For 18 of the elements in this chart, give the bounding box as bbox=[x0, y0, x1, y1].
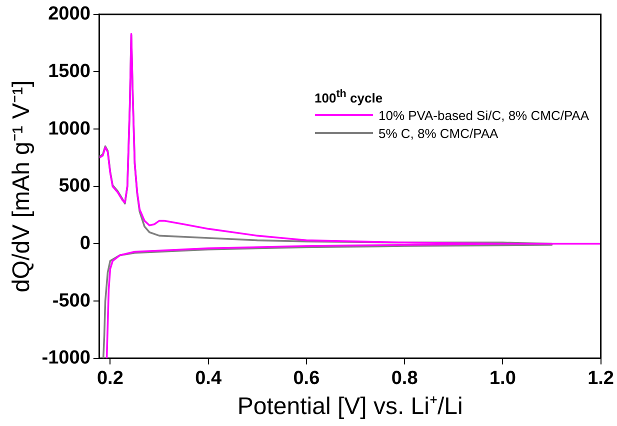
legend-label: 5% C, 8% CMC/PAA bbox=[378, 126, 498, 141]
y-tick-label: 500 bbox=[58, 176, 90, 197]
y-tick-label: -1000 bbox=[42, 348, 90, 369]
legend-label: 10% PVA-based Si/C, 8% CMC/PAA bbox=[378, 108, 589, 123]
y-tick-label: 1500 bbox=[48, 60, 90, 82]
x-tick-label: 1.2 bbox=[588, 368, 614, 390]
x-tick-label: 0.8 bbox=[391, 368, 418, 390]
x-axis-title: Potential [V] vs. Li⁺/Li bbox=[237, 393, 463, 420]
x-tick-label: 0.4 bbox=[195, 368, 222, 390]
y-tick-label: 0 bbox=[80, 232, 90, 254]
y-tick-label: 1000 bbox=[48, 118, 90, 140]
x-tick-label: 0.2 bbox=[96, 368, 124, 390]
y-tick-label: 2000 bbox=[48, 4, 90, 25]
x-tick-label: 1.0 bbox=[489, 368, 516, 390]
y-axis-title: dQ/dV [mAh g⁻¹ V⁻¹] bbox=[8, 80, 36, 292]
legend-title: 100$^{th}$ cycle bbox=[314, 88, 384, 106]
x-tick-label: 0.6 bbox=[293, 368, 320, 390]
y-tick-label: -500 bbox=[52, 290, 90, 312]
